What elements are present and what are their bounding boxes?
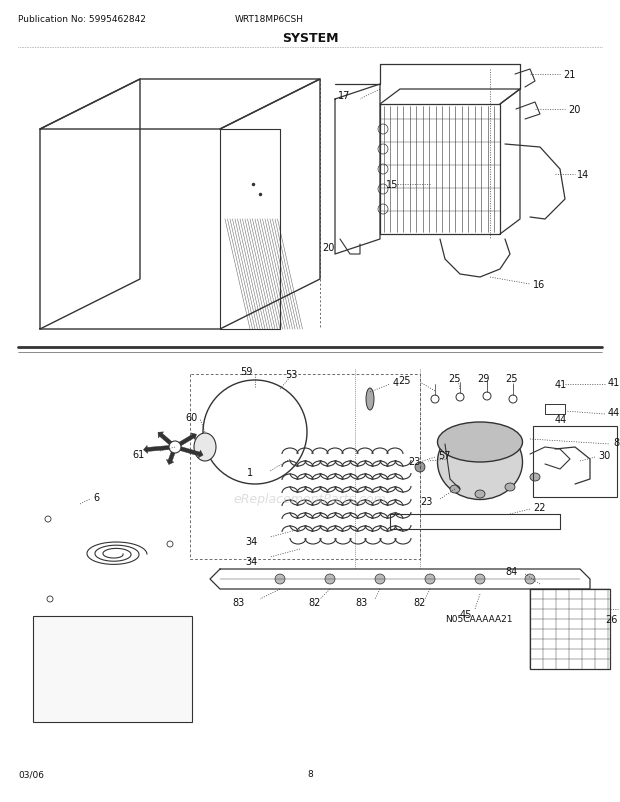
Text: 20: 20 [322,243,334,253]
Text: 61: 61 [132,449,144,460]
Text: 23: 23 [420,496,432,506]
Text: 29: 29 [477,374,489,383]
FancyArrow shape [143,445,175,454]
Text: 60: 60 [185,412,197,423]
Text: 15: 15 [386,180,398,190]
Ellipse shape [366,388,374,411]
Text: 30: 30 [598,451,610,460]
Text: 85: 85 [613,437,620,448]
Text: 6: 6 [93,492,99,502]
Ellipse shape [530,473,540,481]
Text: 1: 1 [247,468,253,477]
Circle shape [275,574,285,585]
Text: 57: 57 [438,451,451,460]
Ellipse shape [438,423,523,463]
Ellipse shape [475,490,485,498]
Text: 4: 4 [393,378,399,387]
Text: 82: 82 [308,597,321,607]
Text: 16: 16 [533,280,545,290]
Text: eReplacementParts.com: eReplacementParts.com [234,493,386,506]
Text: 34: 34 [245,537,257,546]
Text: 45: 45 [460,610,472,619]
Text: 25: 25 [448,374,461,383]
Text: 34: 34 [245,557,257,566]
Text: 44: 44 [555,415,567,424]
FancyArrow shape [174,433,197,449]
Text: 83: 83 [232,597,244,607]
Text: Publication No: 5995462842: Publication No: 5995462842 [18,15,146,25]
Circle shape [325,574,335,585]
Circle shape [425,574,435,585]
Text: 23: 23 [408,456,420,467]
Text: 44: 44 [608,407,620,418]
Text: 83: 83 [355,597,367,607]
Text: 17: 17 [338,91,350,101]
Text: 84: 84 [505,566,517,577]
Ellipse shape [505,484,515,492]
Text: 59: 59 [240,367,252,376]
Text: N05CAAAAA21: N05CAAAAA21 [445,615,513,624]
Ellipse shape [438,425,523,500]
Circle shape [375,574,385,585]
FancyBboxPatch shape [33,616,192,722]
Text: WRT18MP6CSH: WRT18MP6CSH [235,15,304,25]
Text: 21: 21 [563,70,575,80]
Ellipse shape [194,433,216,461]
Text: 41: 41 [608,378,620,387]
Ellipse shape [450,485,460,493]
Text: 8: 8 [307,770,313,779]
Circle shape [475,574,485,585]
Text: 03/06: 03/06 [18,770,44,779]
FancyArrow shape [166,447,177,465]
Text: 22: 22 [533,502,546,512]
Text: 82: 82 [413,597,425,607]
Circle shape [525,574,535,585]
Text: 25: 25 [505,374,518,383]
Circle shape [169,441,181,453]
FancyArrow shape [158,432,176,449]
Text: 20: 20 [568,105,580,115]
Circle shape [415,463,425,472]
Text: 26: 26 [605,614,618,624]
Text: 41: 41 [555,379,567,390]
FancyArrow shape [174,446,203,458]
Text: 14: 14 [577,170,589,180]
Text: 25: 25 [398,375,410,386]
Text: SYSTEM: SYSTEM [281,31,339,44]
Text: 53: 53 [285,370,298,379]
